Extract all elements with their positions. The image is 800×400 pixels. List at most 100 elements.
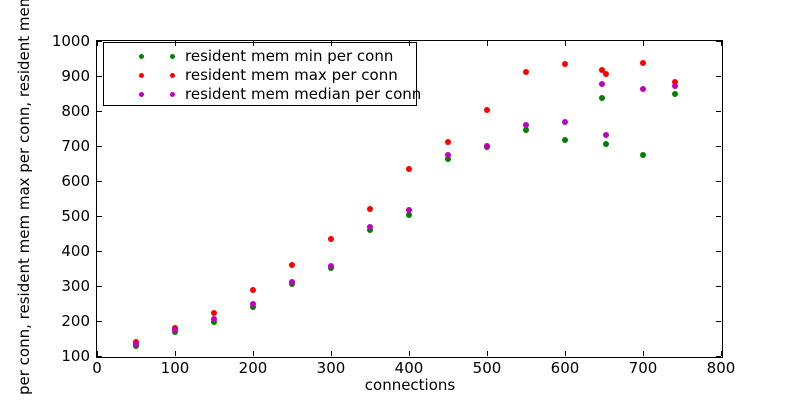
data-point xyxy=(406,207,412,214)
legend-label: resident mem max per conn xyxy=(185,66,398,84)
y-tick-mark xyxy=(97,181,102,182)
x-tick-label: 400 xyxy=(394,359,424,377)
data-point xyxy=(523,126,529,133)
y-tick-mark xyxy=(716,111,721,112)
data-point xyxy=(562,61,568,68)
y-tick-mark xyxy=(97,111,102,112)
data-point xyxy=(671,90,678,97)
x-tick-label: 700 xyxy=(628,359,658,377)
x-tick-mark xyxy=(331,351,332,356)
x-tick-label: 500 xyxy=(472,359,502,377)
x-tick-mark xyxy=(331,41,332,46)
y-tick-label: 500 xyxy=(61,207,90,225)
y-tick-mark xyxy=(97,76,102,77)
data-point xyxy=(172,326,178,333)
data-point xyxy=(367,224,373,231)
data-point xyxy=(250,287,256,294)
y-tick-mark xyxy=(716,356,721,357)
legend-marker-dot xyxy=(139,54,144,59)
y-tick-label: 800 xyxy=(61,102,90,120)
data-point xyxy=(250,300,256,307)
data-point xyxy=(523,121,529,128)
data-point xyxy=(562,136,568,143)
legend-marker-dot xyxy=(170,92,175,97)
x-tick-label: 800 xyxy=(706,359,736,377)
x-tick-mark xyxy=(721,41,722,46)
data-point xyxy=(484,106,490,113)
data-point xyxy=(599,81,606,88)
data-point xyxy=(406,166,412,173)
data-point xyxy=(367,206,373,213)
data-point xyxy=(445,156,451,163)
data-point xyxy=(599,95,606,102)
x-tick-mark xyxy=(487,41,488,46)
legend-marker-dot xyxy=(170,73,175,78)
y-tick-mark xyxy=(716,321,721,322)
legend-marker-dot xyxy=(139,73,144,78)
data-point xyxy=(211,316,217,323)
x-tick-mark xyxy=(175,351,176,356)
data-point xyxy=(445,139,451,146)
x-tick-label: 100 xyxy=(160,359,190,377)
data-point xyxy=(671,78,678,85)
y-tick-label: 100 xyxy=(61,347,90,365)
y-tick-mark xyxy=(716,251,721,252)
y-tick-mark xyxy=(97,321,102,322)
data-point xyxy=(484,143,490,149)
y-tick-mark xyxy=(97,356,102,357)
legend-item-median: resident mem median per conn xyxy=(104,85,421,104)
x-tick-mark xyxy=(487,351,488,356)
x-tick-mark xyxy=(643,41,644,46)
x-tick-mark xyxy=(565,351,566,356)
y-tick-label: 700 xyxy=(61,137,90,155)
x-tick-mark xyxy=(97,41,98,46)
data-point xyxy=(602,70,609,77)
y-tick-mark xyxy=(716,181,721,182)
y-tick-mark xyxy=(97,251,102,252)
data-point xyxy=(640,85,646,92)
y-tick-mark xyxy=(716,216,721,217)
data-point xyxy=(250,304,256,310)
y-tick-mark xyxy=(97,146,102,147)
data-point xyxy=(640,152,646,159)
data-point xyxy=(133,341,139,348)
data-point xyxy=(599,67,606,74)
y-tick-label: 200 xyxy=(61,312,90,330)
data-point xyxy=(523,69,529,76)
data-point xyxy=(328,235,334,242)
x-tick-mark xyxy=(97,351,98,356)
x-tick-mark xyxy=(253,351,254,356)
data-point xyxy=(602,131,609,138)
x-tick-mark xyxy=(253,41,254,46)
data-point xyxy=(211,309,217,316)
data-point xyxy=(406,211,412,218)
y-tick-mark xyxy=(716,41,721,42)
y-tick-label: 1000 xyxy=(51,32,90,50)
data-point xyxy=(671,82,678,89)
data-point xyxy=(328,262,334,269)
y-tick-mark xyxy=(97,286,102,287)
legend-label: resident mem min per conn xyxy=(185,47,394,65)
y-tick-mark xyxy=(716,286,721,287)
x-tick-mark xyxy=(175,41,176,46)
legend-marker-dot xyxy=(170,54,175,59)
data-point xyxy=(562,119,568,126)
legend-label: resident mem median per conn xyxy=(185,85,422,103)
x-tick-label: 200 xyxy=(238,359,268,377)
y-tick-mark xyxy=(97,41,102,42)
legend-item-min: resident mem min per conn xyxy=(104,47,416,66)
data-point xyxy=(211,319,217,326)
y-tick-mark xyxy=(716,146,721,147)
x-tick-mark xyxy=(643,351,644,356)
y-tick-mark xyxy=(97,216,102,217)
legend: resident mem min per conn resident mem m… xyxy=(103,42,421,106)
x-tick-label: 0 xyxy=(92,359,102,377)
data-point xyxy=(289,261,295,268)
data-point xyxy=(640,60,646,67)
legend-item-max: resident mem max per conn xyxy=(104,66,416,85)
y-tick-label: 300 xyxy=(61,277,90,295)
data-point xyxy=(445,152,451,159)
data-point xyxy=(289,279,295,286)
x-tick-label: 600 xyxy=(550,359,580,377)
